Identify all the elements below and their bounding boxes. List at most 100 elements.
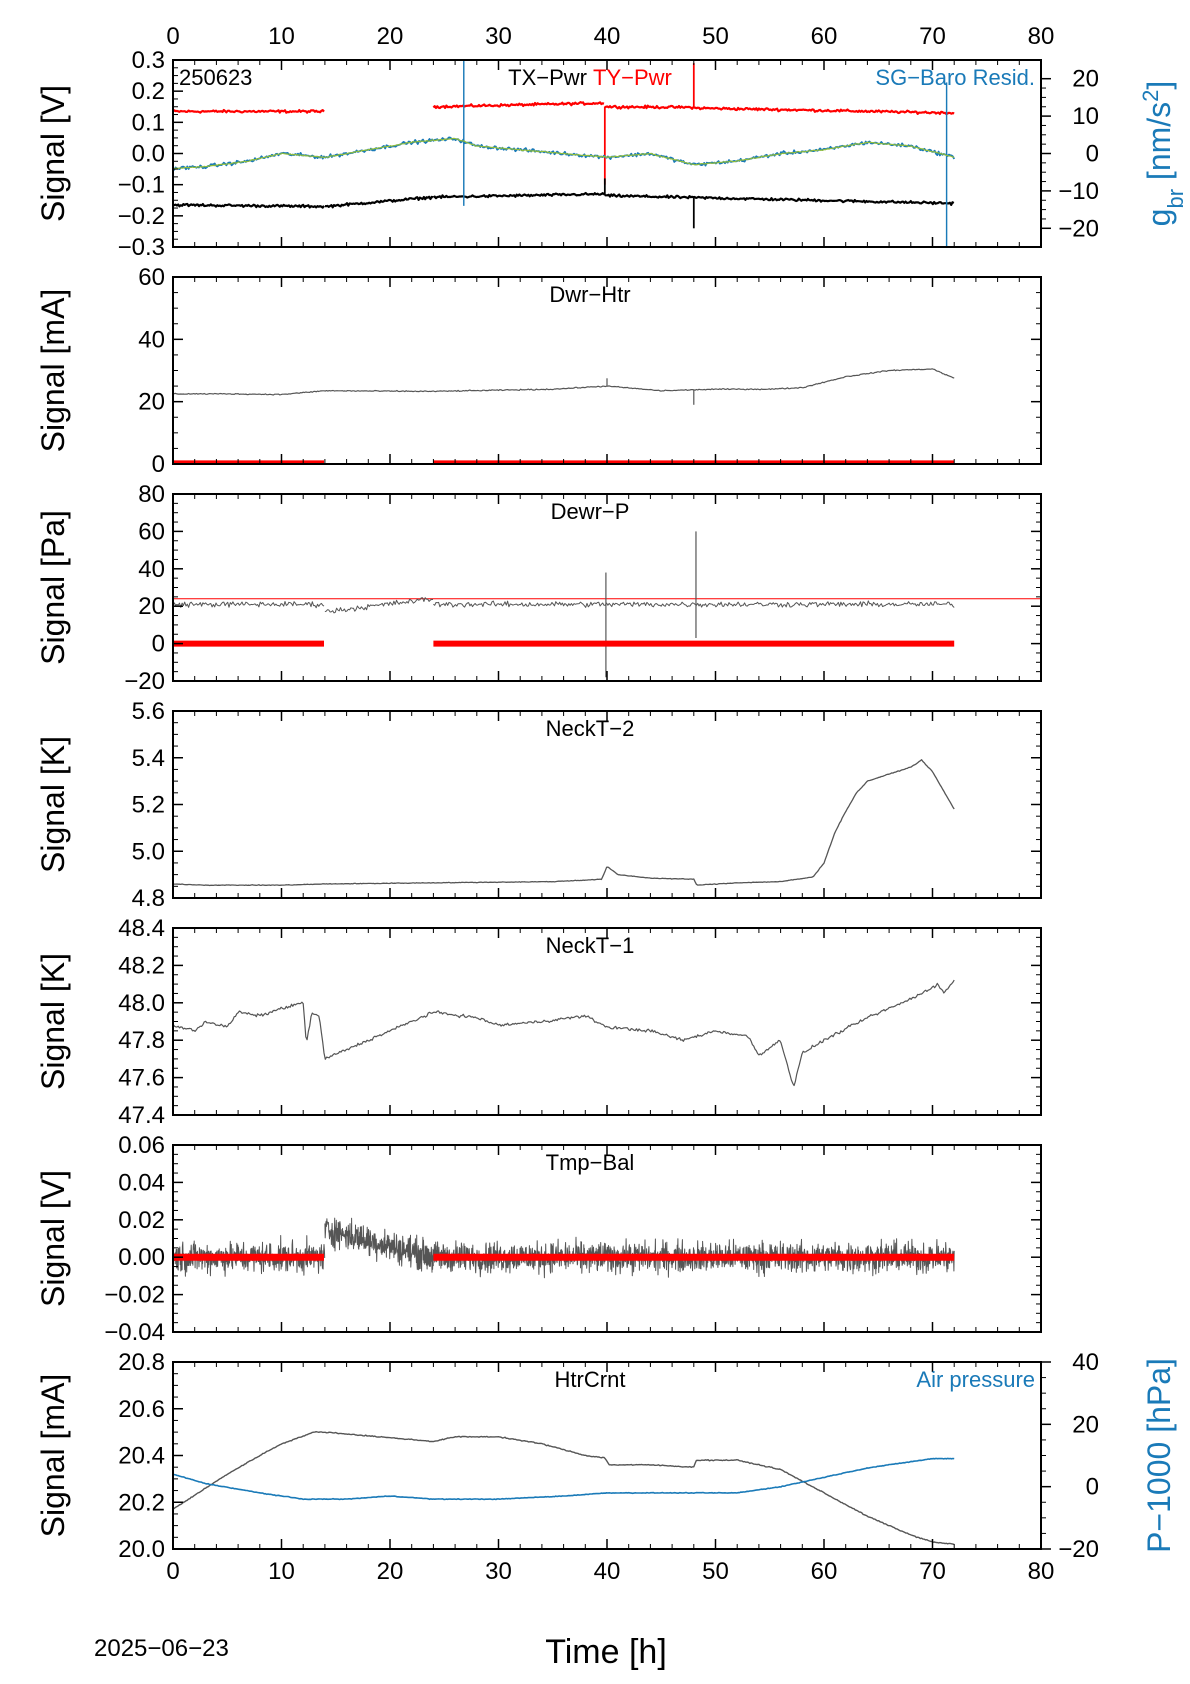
series-1	[173, 178, 955, 229]
y2-tick-label: −20	[1058, 215, 1099, 242]
panel-dewr-p: −20 0 20 40 60 80 Signal [Pa] Dewr−P	[35, 481, 1042, 695]
series-0	[173, 1217, 955, 1279]
y-tick-label: 20.0	[118, 1536, 165, 1563]
y2-tick-label: 20	[1072, 1411, 1099, 1438]
y-tick-label: 48.2	[118, 952, 165, 979]
y-tick-label: 0.04	[118, 1169, 165, 1196]
series-0-line-3	[693, 106, 955, 116]
y-tick-label: 20	[138, 593, 165, 620]
y-axis-label: Signal [mA]	[35, 289, 71, 453]
series-0-line-0	[173, 368, 955, 396]
y-tick-label: 0.06	[118, 1132, 165, 1159]
y-axis-label: Signal [K]	[35, 953, 71, 1090]
series-0	[173, 759, 955, 887]
y2-axis-label-part: g	[1141, 209, 1177, 227]
series-1-line-0	[173, 1457, 955, 1501]
series-0	[173, 1430, 955, 1546]
series-0-line-1	[324, 597, 434, 614]
y2-axis-label-part: 2	[1138, 90, 1163, 102]
x-tick-label-bottom: 50	[702, 1558, 729, 1585]
series-0-line-0	[173, 759, 955, 887]
y-tick-label: 0	[152, 451, 165, 478]
plot-area	[173, 531, 1041, 678]
panel-tmp-bal: −0.04 −0.02 0.00 0.02 0.04 0.06 Signal [V] Tmp−…	[35, 1132, 1042, 1346]
series-0-line-0	[173, 108, 325, 114]
panel-title: NeckT−1	[546, 933, 635, 958]
y-tick-label: 20.8	[118, 1349, 165, 1376]
y-tick-label: 0.2	[132, 78, 165, 105]
x-tick-label-top: 20	[377, 23, 404, 50]
series-3	[173, 137, 955, 170]
panel-dwr-htr: 0 20 40 60 Signal [mA] Dwr−Htr	[35, 264, 1042, 478]
y-axis-label: Signal [V]	[35, 1170, 71, 1307]
panel-title-part: NeckT−1	[546, 933, 635, 958]
y2-axis-label: gbr [nm/s2]	[1138, 81, 1188, 227]
y-tick-label: 5.4	[132, 745, 165, 772]
series-0	[173, 979, 955, 1087]
y-tick-label: 0.00	[118, 1244, 165, 1271]
panels: 0 10 20 30 40 50 60 70 80−0.3−0.2−0.10.00.10.20.…	[35, 23, 1188, 1585]
date-label: 2025−06−23	[94, 1635, 229, 1662]
y2-axis-label: P−1000 [hPa]	[1141, 1358, 1177, 1553]
series-0	[173, 368, 955, 405]
plot-area	[173, 60, 955, 247]
x-tick-label-top: 70	[919, 23, 946, 50]
panel-title-part: NeckT−2	[546, 716, 635, 741]
x-tick-label-top: 40	[594, 23, 621, 50]
panel-title: Dewr−P	[551, 499, 630, 524]
station-label: 250623	[179, 65, 252, 90]
series-1-line-2	[432, 191, 605, 200]
y-tick-label: −0.3	[118, 234, 165, 261]
panel-title-part: TX−Pwr	[508, 65, 587, 90]
series-0-line-1	[432, 100, 605, 110]
y-tick-label: 40	[138, 326, 165, 353]
y-tick-label: 48.0	[118, 990, 165, 1017]
y-tick-label: 80	[138, 481, 165, 508]
plot-area	[173, 759, 955, 887]
panel-title-part: Dwr−Htr	[549, 282, 630, 307]
y-tick-label: 5.2	[132, 792, 165, 819]
y-axis-label: Signal [Pa]	[35, 510, 71, 665]
y-tick-label: 47.4	[118, 1102, 165, 1129]
y-axis-label: Signal [K]	[35, 736, 71, 873]
y2-tick-label: 20	[1072, 66, 1099, 93]
x-tick-label-top: 50	[702, 23, 729, 50]
y2-tick-label: 0	[1086, 1474, 1099, 1501]
panel-right-title: Air pressure	[916, 1367, 1035, 1392]
y-tick-label: 20	[138, 389, 165, 416]
series-3-line-0	[173, 137, 955, 170]
y-tick-label: −0.1	[118, 172, 165, 199]
panel-right-title: SG−Baro Resid.	[875, 65, 1035, 90]
y-tick-label: 5.0	[132, 838, 165, 865]
x-tick-label-top: 30	[485, 23, 512, 50]
series-0-line-2	[604, 104, 695, 110]
series-0	[173, 531, 955, 678]
y-tick-label: 20.4	[118, 1443, 165, 1470]
x-tick-label-top: 0	[166, 23, 179, 50]
y-tick-label: 4.8	[132, 885, 165, 912]
x-tick-label-bottom: 30	[485, 1558, 512, 1585]
y-tick-label: 0.0	[132, 141, 165, 168]
y2-tick-label: −20	[1058, 1536, 1099, 1563]
panel-neckt-2: 4.8 5.0 5.2 5.4 5.6 Signal [K] NeckT−2	[35, 698, 1042, 912]
series-0-line-2	[433, 600, 955, 608]
series-0-line-0	[173, 1430, 955, 1546]
x-tick-label-top: 60	[811, 23, 838, 50]
y-tick-label: 47.8	[118, 1027, 165, 1054]
series-0-line-1	[324, 1217, 434, 1273]
y-tick-label: 60	[138, 264, 165, 291]
series-0-line-0	[173, 601, 325, 609]
panel-htrcrnt: 0 10 20 30 40 50 60 70 80 20.0 20.2 20.4 20.6 20.8 −20…	[35, 1349, 1177, 1585]
series-0-line-2	[432, 1236, 955, 1279]
plot-area	[173, 1217, 957, 1279]
x-tick-label-bottom: 40	[594, 1558, 621, 1585]
panel-neckt-1: 47.4 47.6 47.8 48.0 48.2 48.4 Signal [K] NeckT−…	[35, 915, 1042, 1129]
y2-tick-label: 10	[1072, 103, 1099, 130]
y-axis-label: Signal [V]	[35, 85, 71, 222]
panel-title: HtrCrnt	[555, 1367, 626, 1392]
y-tick-label: 0.3	[132, 47, 165, 74]
y2-axis-label-part: ]	[1141, 81, 1177, 90]
y-tick-label: 40	[138, 556, 165, 583]
panel-title: Dwr−Htr	[549, 282, 630, 307]
y-tick-label: 48.4	[118, 915, 165, 942]
